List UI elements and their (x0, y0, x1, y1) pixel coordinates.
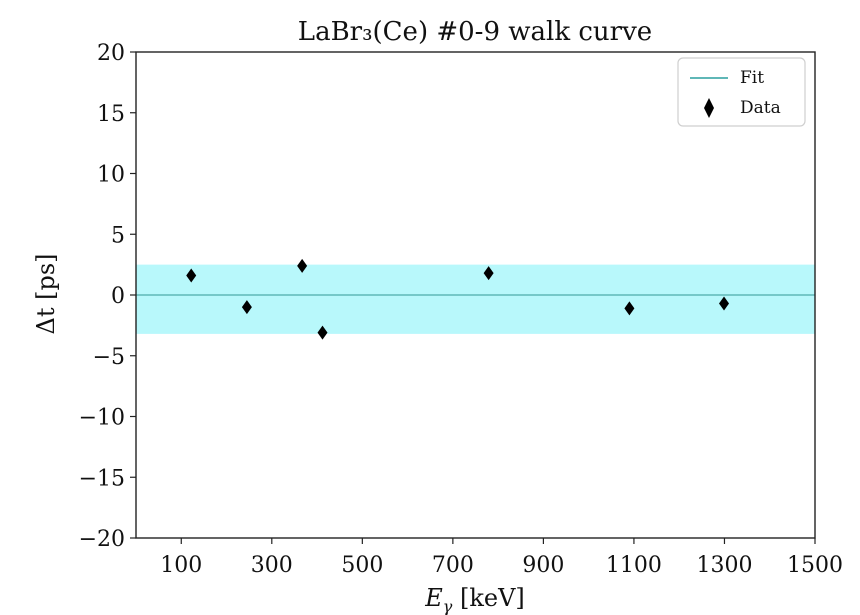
x-axis-label-unit: [keV] (452, 584, 524, 612)
x-tick-label: 900 (522, 553, 564, 578)
y-tick-label: 0 (111, 284, 125, 309)
x-tick-label: 300 (251, 553, 293, 578)
y-tick-label: 15 (97, 102, 125, 127)
x-tick-label: 1500 (787, 553, 843, 578)
x-axis-ticks: 100 300 500 700 900 1100 1300 1500 (160, 538, 843, 578)
data-point (186, 268, 197, 283)
y-tick-label: −5 (93, 345, 125, 370)
legend-fit-label: Fit (740, 68, 764, 88)
plot-area (135, 51, 816, 539)
y-tick-label: 10 (97, 163, 125, 188)
y-tick-label: 5 (111, 223, 125, 248)
data-point (624, 301, 635, 316)
x-tick-label: 500 (341, 553, 383, 578)
chart-title: LaBr₃(Ce) #0-9 walk curve (298, 17, 652, 47)
y-tick-label: −15 (79, 466, 125, 491)
data-point (297, 258, 308, 273)
legend-data-marker (704, 98, 714, 118)
x-axis-label-main: E (424, 584, 443, 612)
x-tick-label: 100 (160, 553, 202, 578)
y-axis-label: Δt [ps] (32, 253, 60, 334)
fit-uncertainty-band (136, 264, 815, 334)
y-tick-label: −10 (79, 406, 125, 431)
y-axis-ticks: −20 −15 −10 −5 0 5 10 15 20 (79, 41, 136, 552)
legend-data-label: Data (740, 98, 781, 118)
y-tick-label: −20 (79, 527, 125, 552)
legend: Fit Data (677, 57, 806, 127)
data-point (483, 266, 494, 281)
data-point (241, 300, 252, 315)
y-tick-label: 20 (97, 41, 125, 66)
x-tick-label: 1100 (606, 553, 662, 578)
data-point (719, 296, 730, 311)
x-axis-label: Eγ [keV] (424, 584, 525, 615)
x-tick-label: 1300 (696, 553, 752, 578)
x-tick-label: 700 (432, 553, 474, 578)
x-axis-label-sub: γ (443, 597, 453, 615)
data-points (186, 258, 730, 340)
data-point (317, 325, 328, 340)
